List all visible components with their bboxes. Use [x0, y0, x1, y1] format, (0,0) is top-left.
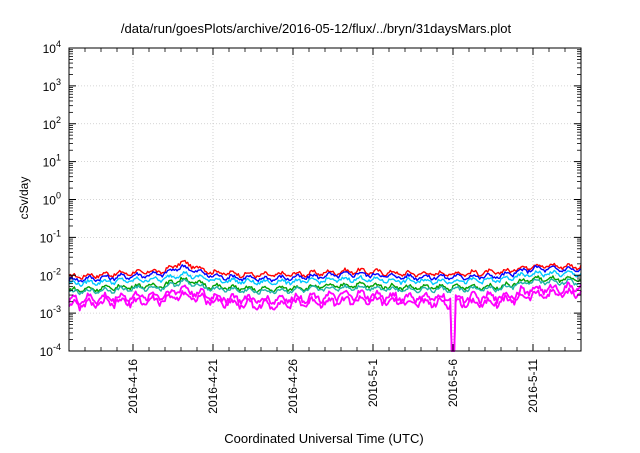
y-tick-label: 102	[43, 115, 61, 132]
y-tick-label: 100	[43, 191, 61, 208]
series-group	[68, 259, 582, 352]
x-tick-label: 2016-5-6	[446, 359, 460, 407]
gridlines	[69, 47, 581, 352]
series-line-5	[68, 278, 582, 296]
y-tick-label: 104	[43, 39, 61, 56]
x-tick-label: 2016-5-1	[366, 359, 380, 407]
series-line-6	[68, 281, 582, 352]
y-tick-label: 10-1	[40, 228, 61, 245]
y-tick-label: 10-4	[40, 342, 61, 359]
y-axis-ticks: 104 103 102 101 100 10-1 10-2 10-3 10-4	[40, 39, 581, 359]
chart-title: /data/run/goesPlots/archive/2016-05-12/f…	[121, 21, 512, 36]
series-line-3	[68, 269, 582, 287]
series-line-1	[68, 259, 582, 280]
x-tick-label: 2016-5-11	[526, 359, 540, 413]
y-tick-label: 10-3	[40, 304, 61, 321]
x-tick-label: 2016-4-21	[206, 359, 220, 414]
x-axis-label: Coordinated Universal Time (UTC)	[224, 431, 423, 446]
y-tick-label: 101	[43, 153, 61, 170]
series-line-7	[68, 287, 582, 352]
y-tick-label: 103	[43, 77, 61, 94]
series-line-4	[68, 275, 582, 294]
series-line-2	[68, 264, 582, 283]
x-tick-label: 2016-4-16	[126, 359, 140, 414]
x-axis-ticks: 2016-4-16 2016-4-21 2016-4-26 2016-5-1 2016-…	[84, 48, 566, 414]
y-tick-label: 10-2	[40, 266, 61, 283]
x-tick-label: 2016-4-26	[286, 359, 300, 414]
y-axis-label: cSv/day	[17, 177, 31, 220]
